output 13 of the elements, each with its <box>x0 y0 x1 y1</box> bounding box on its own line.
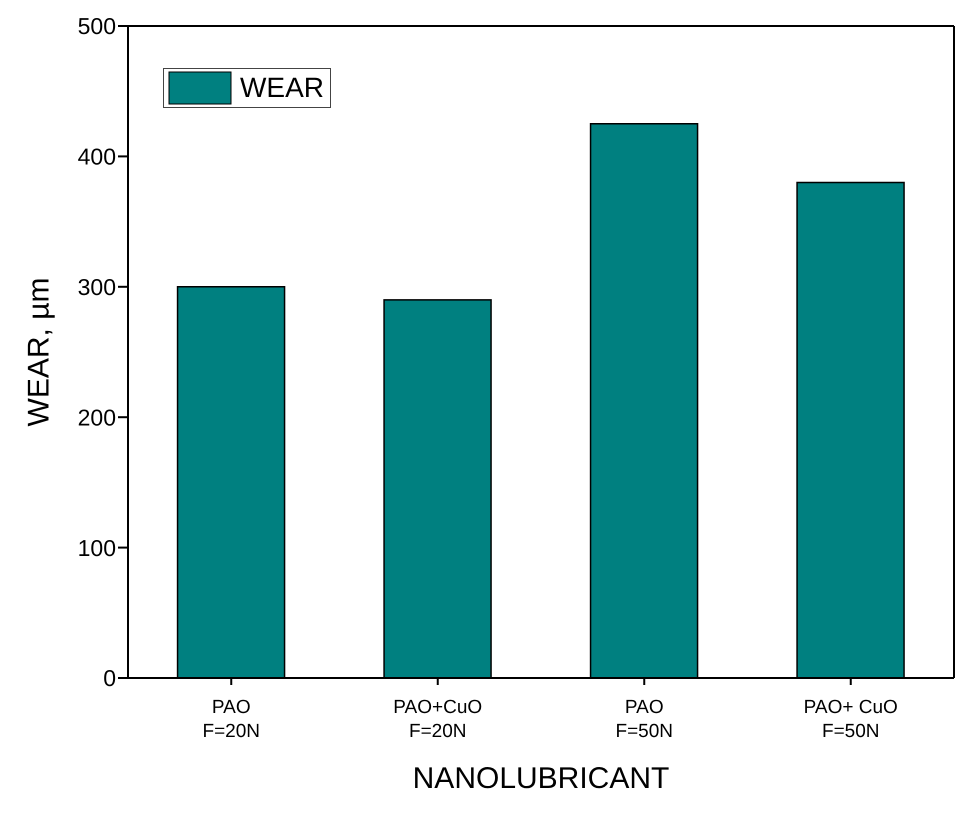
legend-label: WEAR <box>240 72 325 104</box>
y-tick-label: 300 <box>78 274 116 300</box>
x-tick-label: PAO F=20N <box>202 697 260 742</box>
x-tick-label: PAO F=50N <box>615 697 674 742</box>
x-tick-label: PAO+CuO F=20N <box>393 697 482 742</box>
y-axis-title: WEAR, µm <box>22 278 56 426</box>
y-tick-label: 200 <box>78 404 116 430</box>
y-tick-label: 100 <box>78 534 116 561</box>
y-tick-label: 0 <box>103 665 116 692</box>
x-axis-title: NANOLUBRICANT <box>412 762 670 795</box>
y-tick-label: 400 <box>78 144 116 170</box>
y-tick-label: 500 <box>78 13 116 40</box>
x-tick-label: PAO+ CuO F=50N <box>804 697 898 742</box>
